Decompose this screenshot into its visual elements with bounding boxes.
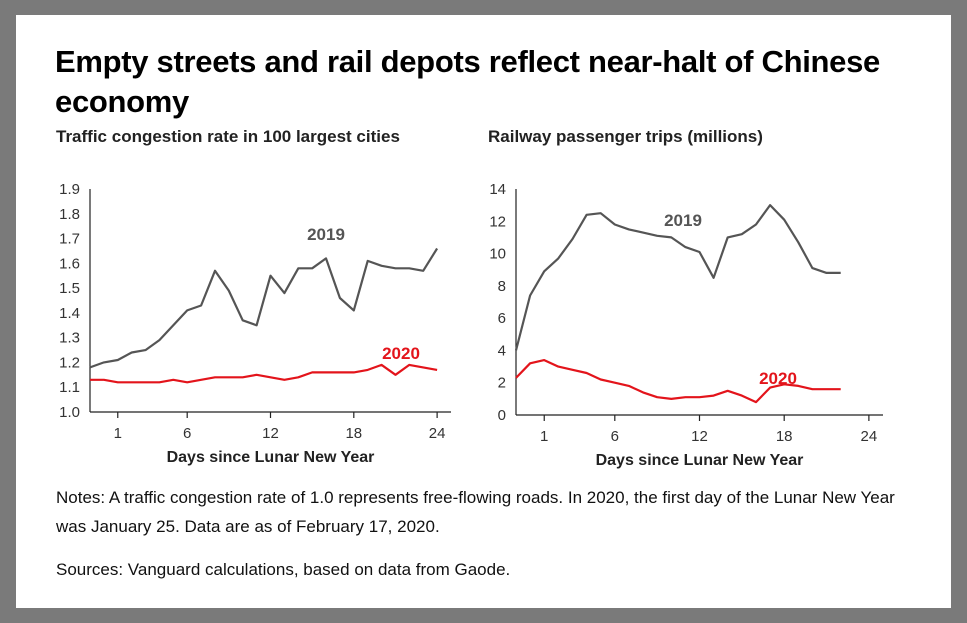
x-tick-label: 18 [345,425,362,442]
y-tick-label: 1.4 [59,305,80,322]
y-tick: 10 [489,246,506,263]
x-tick-label: 24 [861,428,878,445]
y-tick: 8 [498,278,506,295]
y-tick-label: 1.9 [59,181,80,198]
traffic-congestion-plot: 1.0 1.1 1.2 1.3 1.4 1.5 1.6 1.7 1.8 1.9 1 6 12 18 24 Da… [59,181,451,466]
x-tick: 1 [114,412,122,442]
y-tick-label: 8 [498,278,506,295]
y-tick: 1.8 [59,206,80,223]
y-tick-label: 1.5 [59,280,80,297]
x-tick: 6 [611,415,619,445]
x-tick-label: 1 [540,428,548,445]
y-tick-label: 1.8 [59,206,80,223]
y-tick: 1.5 [59,280,80,297]
y-tick: 4 [498,342,506,359]
x-tick: 18 [345,412,362,442]
y-tick-label: 1.6 [59,255,80,272]
series-label-2019: 2019 [664,211,702,230]
traffic-congestion-chart: Traffic congestion rate in 100 largest c… [56,127,456,477]
y-tick-label: 4 [498,342,506,359]
y-tick: 1.6 [59,255,80,272]
figure-headline: Empty streets and rail depots reflect ne… [55,44,880,119]
y-tick: 1.0 [59,404,80,421]
x-tick-label: 6 [183,425,191,442]
y-tick-label: 6 [498,310,506,327]
series-label-2020: 2020 [382,344,420,363]
y-tick-label: 12 [489,213,506,230]
series-label-2019: 2019 [307,225,345,244]
x-tick-label: 6 [611,428,619,445]
x-tick: 1 [540,415,548,445]
x-tick-label: 1 [114,425,122,442]
y-tick: 1.3 [59,330,80,347]
y-tick-label: 1.1 [59,379,80,396]
figure-card: Empty streets and rail depots reflect ne… [16,15,951,608]
y-tick: 1.2 [59,354,80,371]
y-tick-label: 1.7 [59,231,80,248]
y-tick: 2 [498,375,506,392]
y-tick-label: 1.2 [59,354,80,371]
series-line-2020 [515,359,841,404]
x-tick: 18 [776,415,793,445]
series-line-2020 [90,363,438,384]
x-tick: 24 [861,415,878,445]
x-tick: 12 [262,412,279,442]
chart-title: Railway passenger trips (millions) [488,127,763,146]
y-tick-label: 1.3 [59,330,80,347]
y-tick: 12 [489,213,506,230]
y-tick-label: 2 [498,375,506,392]
y-tick: 14 [489,181,506,198]
y-tick: 1.7 [59,231,80,248]
x-tick: 6 [183,412,191,442]
y-tick-label: 0 [498,407,506,424]
y-tick: 0 [498,407,506,424]
x-tick-label: 12 [262,425,279,442]
series-line-2019 [514,203,841,351]
figure-sources: Sources: Vanguard calculations, based on… [56,560,511,579]
y-tick-label: 10 [489,246,506,263]
x-axis-label: Days since Lunar New Year [596,452,804,469]
figure-notes: Notes: A traffic congestion rate of 1.0 … [56,488,895,536]
y-tick: 6 [498,310,506,327]
x-axis-label: Days since Lunar New Year [167,449,375,466]
series-line-2019 [89,247,439,369]
x-tick: 12 [691,415,708,445]
y-tick: 1.1 [59,379,80,396]
y-tick: 1.9 [59,181,80,198]
x-tick-label: 12 [691,428,708,445]
x-tick-label: 18 [776,428,793,445]
x-tick: 24 [429,412,446,442]
chart-title: Traffic congestion rate in 100 largest c… [56,127,400,146]
y-tick-label: 1.0 [59,404,80,421]
y-tick-label: 14 [489,181,506,198]
series-label-2020: 2020 [759,369,797,388]
y-tick: 1.4 [59,305,80,322]
x-tick-label: 24 [429,425,446,442]
